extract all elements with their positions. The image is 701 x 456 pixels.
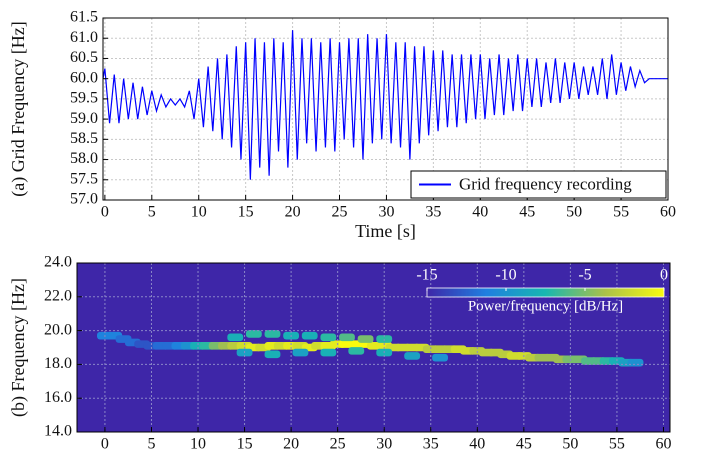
x-tick-label: 25 — [332, 204, 348, 221]
x-tick-label: 0 — [101, 204, 109, 221]
x-tick-label: 35 — [423, 436, 439, 453]
line-series — [103, 30, 668, 180]
x-tick-label: 40 — [472, 204, 488, 221]
x-tick-label: 35 — [425, 204, 441, 221]
spectrogram-cell — [432, 353, 448, 362]
colorbar-tick-label: -5 — [578, 267, 591, 284]
colorbar-tick-label: 0 — [660, 267, 668, 284]
y-tick-label: 58.0 — [70, 150, 98, 167]
y-tick-label: 61.5 — [70, 9, 98, 26]
x-axis-label: Time [s] — [355, 221, 416, 241]
x-tick-label: 10 — [191, 204, 207, 221]
x-tick-label: 60 — [660, 204, 676, 221]
x-axis-label: Time [s] — [343, 453, 404, 456]
y-tick-label: 18.0 — [44, 355, 72, 372]
colorbar-tick-label: -15 — [416, 267, 437, 284]
spectrogram-cell — [301, 331, 318, 340]
legend-box — [410, 170, 667, 199]
y-tick-label: 14.0 — [44, 423, 72, 440]
axes-frame — [102, 17, 669, 201]
spectrogram-cell — [627, 358, 644, 367]
spectrogram-cell — [292, 348, 309, 357]
spectrogram-cell — [245, 330, 262, 338]
x-tick-label: 15 — [237, 436, 253, 453]
spectrogram-cell — [320, 348, 337, 357]
y-tick-label: 58.5 — [70, 130, 98, 147]
x-tick-label: 45 — [519, 204, 535, 221]
x-tick-label: 60 — [655, 436, 671, 453]
axes-frame — [76, 262, 671, 433]
x-tick-label: 5 — [148, 204, 156, 221]
x-tick-label: 10 — [190, 436, 206, 453]
x-tick-label: 30 — [378, 204, 394, 221]
y-tick-label: 16.0 — [44, 389, 72, 406]
y-tick-label: 57.0 — [70, 191, 98, 208]
x-tick-label: 55 — [613, 204, 629, 221]
y-tick-label: 60.0 — [70, 69, 98, 86]
x-tick-label: 55 — [609, 436, 625, 453]
spectrogram-cell — [348, 347, 365, 355]
x-tick-label: 25 — [330, 436, 346, 453]
spectrogram-cell — [404, 352, 421, 360]
y-tick-label: 60.5 — [70, 49, 98, 66]
x-tick-label: 30 — [376, 436, 392, 453]
spectrogram-cell — [320, 333, 337, 342]
colorbar — [426, 287, 665, 298]
spectrogram-cell — [227, 333, 244, 342]
colorbar-label: Power/frequency [dB/Hz] — [468, 298, 623, 314]
plot-area — [103, 18, 668, 200]
y-tick-label: 59.0 — [70, 110, 98, 127]
x-tick-label: 50 — [562, 436, 578, 453]
x-tick-label: 40 — [469, 436, 485, 453]
y-tick-label: 20.0 — [44, 321, 72, 338]
spectrogram-cell — [339, 333, 355, 342]
legend-label: Grid frequency recording — [459, 174, 632, 193]
y-tick-label: 59.5 — [70, 90, 98, 107]
x-tick-label: 50 — [566, 204, 582, 221]
x-tick-label: 15 — [238, 204, 254, 221]
x-tick-label: 0 — [101, 436, 109, 453]
y-tick-label: 24.0 — [44, 254, 72, 271]
y-tick-label: 57.5 — [70, 170, 98, 187]
y-axis-label: (b) Frequency [Hz] — [8, 278, 29, 417]
spectrogram-cell — [357, 335, 374, 343]
colorbar-tick-label: -10 — [495, 267, 516, 284]
x-tick-label: 20 — [283, 436, 299, 453]
x-tick-label: 20 — [285, 204, 301, 221]
x-tick-label: 5 — [147, 436, 155, 453]
x-tick-label: 45 — [516, 436, 532, 453]
spectrogram-cell — [264, 330, 281, 338]
spectrogram-cell — [264, 350, 281, 359]
y-tick-label: 61.0 — [70, 29, 98, 46]
y-tick-label: 22.0 — [44, 287, 72, 304]
y-axis-label: (a) Grid Frequency [Hz] — [8, 21, 29, 196]
